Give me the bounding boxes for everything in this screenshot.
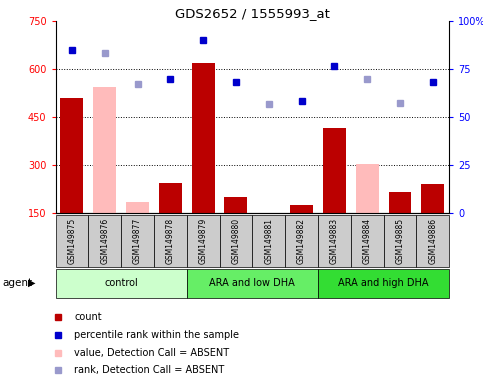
Text: GSM149886: GSM149886 xyxy=(428,218,437,264)
Bar xyxy=(56,215,88,267)
Bar xyxy=(384,215,416,267)
Bar xyxy=(60,98,84,213)
Bar xyxy=(56,269,187,298)
Text: GSM149883: GSM149883 xyxy=(330,218,339,264)
Text: rank, Detection Call = ABSENT: rank, Detection Call = ABSENT xyxy=(74,365,225,375)
Text: count: count xyxy=(74,312,102,322)
Bar xyxy=(318,269,449,298)
Text: GSM149877: GSM149877 xyxy=(133,218,142,264)
Bar xyxy=(154,215,187,267)
Bar xyxy=(257,213,280,220)
Bar xyxy=(318,215,351,267)
Text: GSM149880: GSM149880 xyxy=(231,218,241,264)
Bar xyxy=(126,202,149,213)
Text: ARA and low DHA: ARA and low DHA xyxy=(210,278,295,288)
Bar xyxy=(225,197,247,213)
Text: agent: agent xyxy=(2,278,32,288)
Bar xyxy=(88,215,121,267)
Bar xyxy=(290,205,313,213)
Bar xyxy=(159,183,182,213)
Text: GSM149876: GSM149876 xyxy=(100,218,109,264)
Text: GSM149875: GSM149875 xyxy=(68,218,76,264)
Text: value, Detection Call = ABSENT: value, Detection Call = ABSENT xyxy=(74,348,229,358)
Text: percentile rank within the sample: percentile rank within the sample xyxy=(74,330,239,340)
Bar xyxy=(355,164,379,213)
Bar xyxy=(252,215,285,267)
Bar xyxy=(351,215,384,267)
Bar xyxy=(421,184,444,213)
Text: ▶: ▶ xyxy=(28,278,35,288)
Text: GSM149878: GSM149878 xyxy=(166,218,175,264)
Bar xyxy=(192,63,214,213)
Title: GDS2652 / 1555993_at: GDS2652 / 1555993_at xyxy=(175,7,330,20)
Bar xyxy=(416,215,449,267)
Bar xyxy=(220,215,252,267)
Text: ARA and high DHA: ARA and high DHA xyxy=(338,278,429,288)
Bar xyxy=(323,128,346,213)
Bar xyxy=(285,215,318,267)
Bar xyxy=(93,87,116,213)
Text: GSM149882: GSM149882 xyxy=(297,218,306,264)
Text: GSM149881: GSM149881 xyxy=(264,218,273,264)
Text: GSM149879: GSM149879 xyxy=(199,218,208,264)
Bar xyxy=(388,192,412,213)
Bar xyxy=(121,215,154,267)
Text: GSM149885: GSM149885 xyxy=(396,218,404,264)
Text: GSM149884: GSM149884 xyxy=(363,218,372,264)
Bar xyxy=(187,269,318,298)
Text: control: control xyxy=(104,278,138,288)
Bar xyxy=(187,215,220,267)
